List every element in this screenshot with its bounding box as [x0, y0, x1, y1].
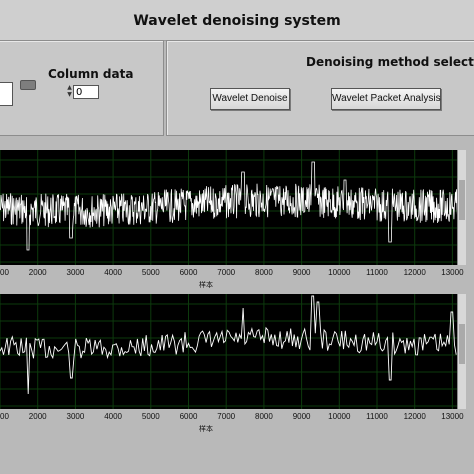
x-tick-label: 1000	[0, 268, 9, 277]
x-tick-label: 10000	[328, 268, 351, 277]
x-tick-label: 12000	[403, 412, 426, 421]
x-tick-label: 9000	[292, 268, 311, 277]
increment-arrow-icon[interactable]: ▲	[67, 84, 72, 91]
method-selection-heading: Denoising method selection	[306, 55, 474, 69]
wavelet-packet-analysis-button[interactable]: Wavelet Packet Analysis	[331, 88, 441, 110]
x-tick-label: 5000	[141, 412, 160, 421]
signal-trace	[0, 295, 457, 395]
x-tick-label: 3000	[66, 268, 85, 277]
denoised-plot-x-label: 样本	[199, 425, 213, 433]
original-plot-x-ticks: 1000 2000 3000 4000 5000 6000 7000 8000 9000 1000…	[0, 268, 474, 280]
x-tick-label: 2000	[28, 412, 47, 421]
wavelet-denoise-button[interactable]: Wavelet Denoise	[210, 88, 290, 110]
file-path-field[interactable]	[0, 82, 13, 106]
scrollbar-thumb[interactable]	[459, 180, 465, 220]
column-data-stepper[interactable]: ▲ ▼	[66, 84, 73, 100]
x-tick-label: 7000	[217, 412, 236, 421]
denoised-signal-plot	[0, 294, 458, 409]
denoised-signal-graph	[0, 294, 458, 409]
x-tick-label: 8000	[254, 412, 273, 421]
x-tick-label: 13000	[441, 412, 464, 421]
signal-trace	[0, 161, 458, 251]
original-signal-plot	[0, 150, 458, 265]
original-plot-x-label: 样本	[199, 281, 213, 289]
x-tick-label: 9000	[292, 412, 311, 421]
x-tick-label: 6000	[179, 268, 198, 277]
x-tick-label: 13000	[441, 268, 464, 277]
x-tick-label: 4000	[104, 268, 122, 277]
x-tick-label: 11000	[366, 412, 388, 421]
x-tick-label: 7000	[217, 268, 236, 277]
window-title: Wavelet denoising system	[133, 13, 341, 29]
x-tick-label: 11000	[366, 268, 388, 277]
x-tick-label: 4000	[104, 412, 122, 421]
x-tick-label: 12000	[403, 268, 426, 277]
decrement-arrow-icon[interactable]: ▼	[67, 91, 72, 98]
x-tick-label: 1000	[0, 412, 9, 421]
original-plot-scrollbar[interactable]	[457, 150, 466, 265]
x-tick-label: 2000	[28, 268, 47, 277]
x-tick-label: 6000	[179, 412, 198, 421]
x-tick-label: 5000	[141, 268, 160, 277]
x-tick-label: 3000	[66, 412, 85, 421]
title-bar: Wavelet denoising system	[0, 0, 474, 41]
browse-folder-icon[interactable]	[20, 80, 36, 90]
scrollbar-thumb[interactable]	[459, 324, 465, 364]
column-data-input[interactable]: 0	[73, 85, 99, 99]
x-tick-label: 10000	[328, 412, 351, 421]
column-data-label: Column data	[48, 67, 134, 81]
denoised-plot-x-ticks: 1000 2000 3000 4000 5000 6000 7000 8000 9000 1000…	[0, 412, 474, 424]
original-signal-graph	[0, 150, 458, 265]
x-tick-label: 8000	[254, 268, 273, 277]
denoised-plot-scrollbar[interactable]	[457, 294, 466, 409]
